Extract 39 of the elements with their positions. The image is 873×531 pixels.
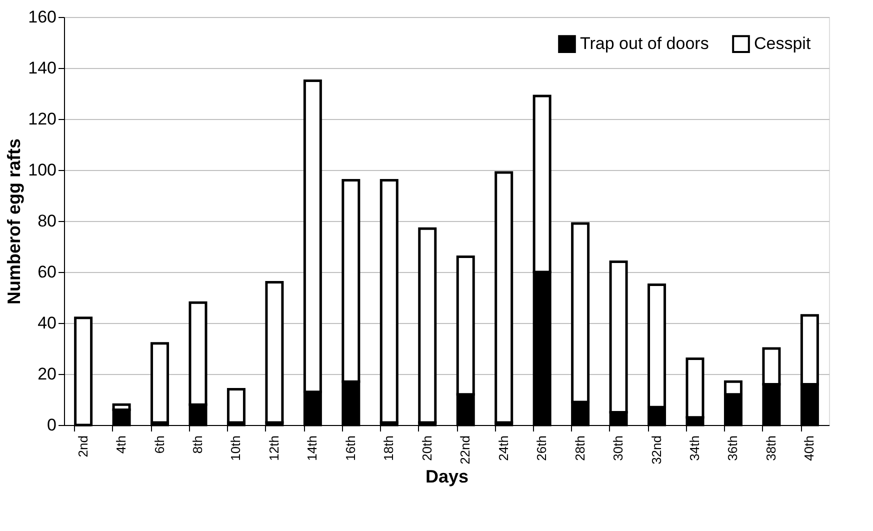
x-tick-label: 40th <box>802 436 817 461</box>
x-axis-title: Days <box>425 466 469 486</box>
bar <box>265 280 284 424</box>
legend-label: Cesspit <box>754 34 811 54</box>
x-tick-label: 34th <box>687 436 702 461</box>
bar <box>380 178 398 424</box>
x-tick-label: 8th <box>190 436 205 454</box>
x-tick-label: 28th <box>572 436 588 461</box>
x-tick-label: 38th <box>763 436 778 461</box>
x-tick-label: 4th <box>114 436 129 454</box>
y-tick-label: 160 <box>28 8 56 26</box>
y-tick-label: 40 <box>38 314 56 332</box>
x-tick-label: 16th <box>342 436 358 461</box>
x-tick-label: 2nd <box>75 436 90 458</box>
x-tick-label: 6th <box>152 436 167 454</box>
y-tick-label: 20 <box>38 364 56 384</box>
x-tick-label: 26th <box>534 436 550 461</box>
x-tick-label: 32nd <box>648 436 664 464</box>
y-tick-label: 120 <box>28 110 56 128</box>
y-tick-label: 100 <box>28 160 56 180</box>
y-tick-label: 140 <box>28 58 56 78</box>
y-axis-title: Numberof egg rafts <box>4 138 24 305</box>
x-tick-label: 36th <box>725 436 740 461</box>
x-tick-label: 14th <box>304 436 320 461</box>
bar <box>418 227 437 424</box>
bar <box>150 342 170 424</box>
x-tick-label: 18th <box>381 436 396 461</box>
x-tick-label: 22nd <box>458 436 473 464</box>
bar <box>226 388 246 424</box>
y-tick-label: 60 <box>38 262 56 282</box>
x-tick-label: 24th <box>496 436 511 461</box>
y-tick-label: 0 <box>47 416 56 434</box>
x-tick-label: 12th <box>266 436 282 461</box>
bar <box>494 171 514 424</box>
legend-label: Trap out of doors <box>580 34 709 54</box>
y-tick-label: 80 <box>38 212 56 230</box>
x-tick-label: 20th <box>419 436 434 461</box>
x-tick-label: 30th <box>610 436 626 461</box>
x-tick-label: 10th <box>228 436 244 461</box>
